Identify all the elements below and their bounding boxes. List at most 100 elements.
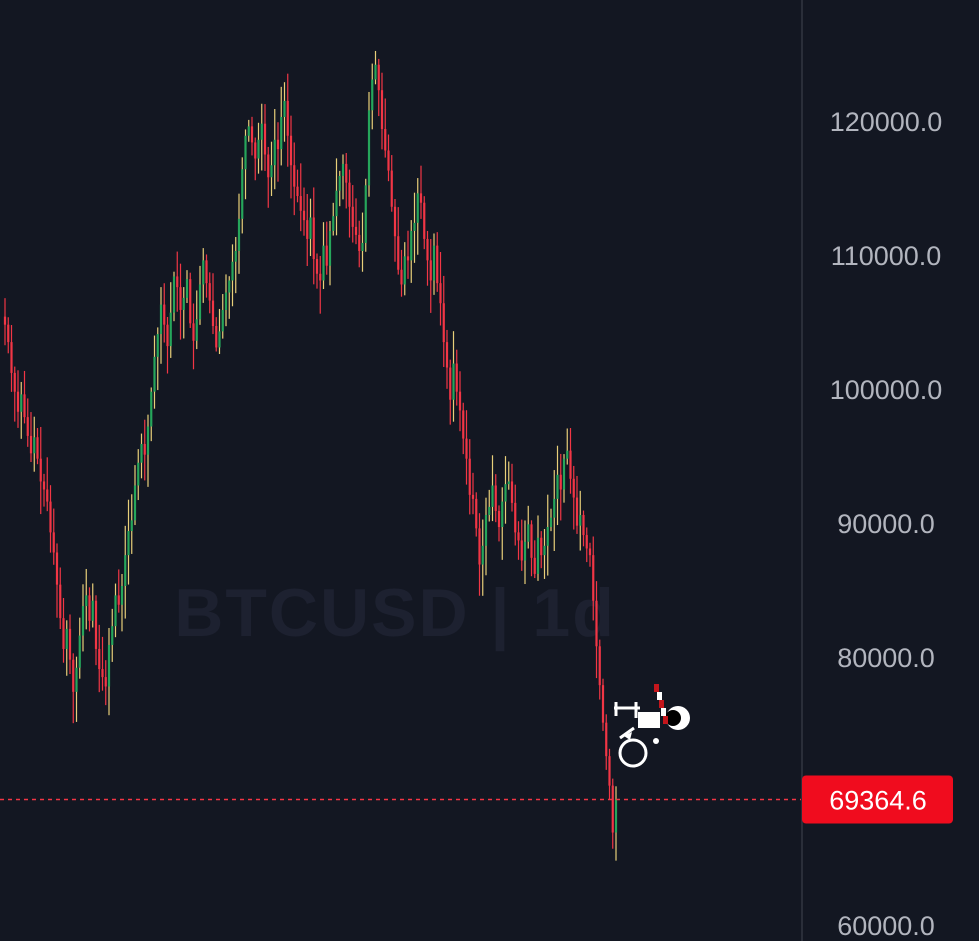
candle-body	[341, 163, 345, 176]
candle-body	[124, 555, 127, 586]
candle-body	[46, 489, 49, 502]
candle-body	[150, 391, 153, 427]
candle-body	[592, 555, 595, 601]
candle-body	[88, 595, 91, 621]
candle-body	[507, 481, 510, 485]
candle-body	[13, 372, 16, 392]
candle-body	[29, 435, 33, 454]
candle-body	[3, 316, 7, 325]
candle-body	[390, 170, 393, 207]
candle-body	[117, 595, 120, 605]
candle-body	[205, 260, 208, 284]
candle-body	[143, 443, 146, 455]
candle-body	[36, 437, 39, 459]
candle-body	[445, 342, 449, 368]
candle-body	[546, 527, 549, 546]
candle-body	[319, 273, 322, 281]
candle-body	[491, 485, 494, 507]
candle-body	[540, 537, 543, 556]
candle-body	[475, 498, 478, 529]
candle-body	[309, 217, 312, 239]
candle-body	[442, 303, 445, 343]
candle-body	[423, 202, 426, 239]
candle-body	[270, 165, 273, 178]
candle-body	[468, 458, 471, 495]
candle-body	[215, 326, 218, 348]
candle-body	[260, 123, 263, 140]
candle-body	[55, 552, 59, 585]
candle-body	[403, 256, 406, 285]
candle-body	[20, 394, 23, 412]
candle-body	[296, 186, 299, 197]
candle-body	[426, 238, 429, 261]
sledding-cursor-icon	[614, 684, 690, 768]
candle-body	[156, 334, 159, 357]
candle-body	[371, 79, 374, 111]
candle-body	[432, 245, 436, 281]
candle-body	[325, 245, 328, 266]
candle-body	[354, 226, 358, 235]
candle-body	[179, 287, 182, 310]
candle-body	[429, 260, 432, 281]
candle-body	[299, 196, 302, 211]
candle-body	[283, 100, 286, 117]
candle-body	[501, 501, 504, 528]
candle-body	[579, 514, 582, 526]
candle-body	[322, 245, 325, 281]
candle-body	[166, 324, 169, 347]
candle-body	[452, 363, 455, 400]
candle-body	[98, 648, 101, 670]
candle-body	[504, 484, 507, 502]
candles-group	[3, 50, 618, 861]
candle-body	[419, 193, 423, 203]
candle-body	[338, 175, 341, 191]
candle-body	[94, 600, 98, 649]
candle-body	[23, 394, 26, 418]
candle-body	[257, 139, 260, 159]
candle-body	[312, 217, 315, 260]
candle-body	[497, 510, 501, 528]
candle-body	[185, 279, 189, 298]
candle-body	[114, 595, 117, 627]
candle-body	[130, 520, 133, 532]
candle-body	[361, 242, 364, 251]
candle-body	[608, 756, 611, 786]
candle-body	[481, 545, 484, 565]
candle-body	[195, 319, 198, 341]
candle-body	[182, 297, 185, 310]
candle-body	[527, 524, 530, 542]
candle-body	[218, 331, 221, 348]
candle-body	[224, 292, 228, 310]
price-axis[interactable]: 120000.0 110000.0 100000.0 90000.0 80000.0 60…	[830, 107, 943, 941]
candle-body	[384, 129, 387, 151]
candle-body	[598, 646, 601, 686]
candle-body	[536, 537, 540, 574]
candle-body	[387, 150, 390, 171]
last-price-label-text: 69364.6	[829, 786, 927, 816]
price-tick-label: 120000.0	[830, 107, 943, 137]
candle-body	[104, 677, 107, 687]
candle-body	[192, 323, 195, 341]
candle-body	[120, 585, 124, 605]
candle-body	[293, 165, 296, 187]
candle-body	[234, 250, 237, 262]
candle-body	[228, 280, 231, 293]
candle-body	[208, 283, 211, 301]
candle-body	[611, 785, 614, 833]
candle-body	[488, 506, 491, 515]
candle-body	[163, 304, 166, 325]
candle-body	[533, 557, 536, 574]
candle-body	[306, 220, 309, 239]
candle-body	[601, 685, 605, 723]
candle-body	[478, 528, 481, 565]
candle-body	[393, 206, 397, 237]
candle-body	[585, 535, 588, 549]
candle-body	[16, 391, 20, 412]
candle-body	[250, 126, 254, 143]
candle-body	[374, 64, 377, 80]
candle-body	[367, 110, 371, 186]
candle-body	[39, 458, 42, 482]
candle-body	[202, 260, 205, 285]
